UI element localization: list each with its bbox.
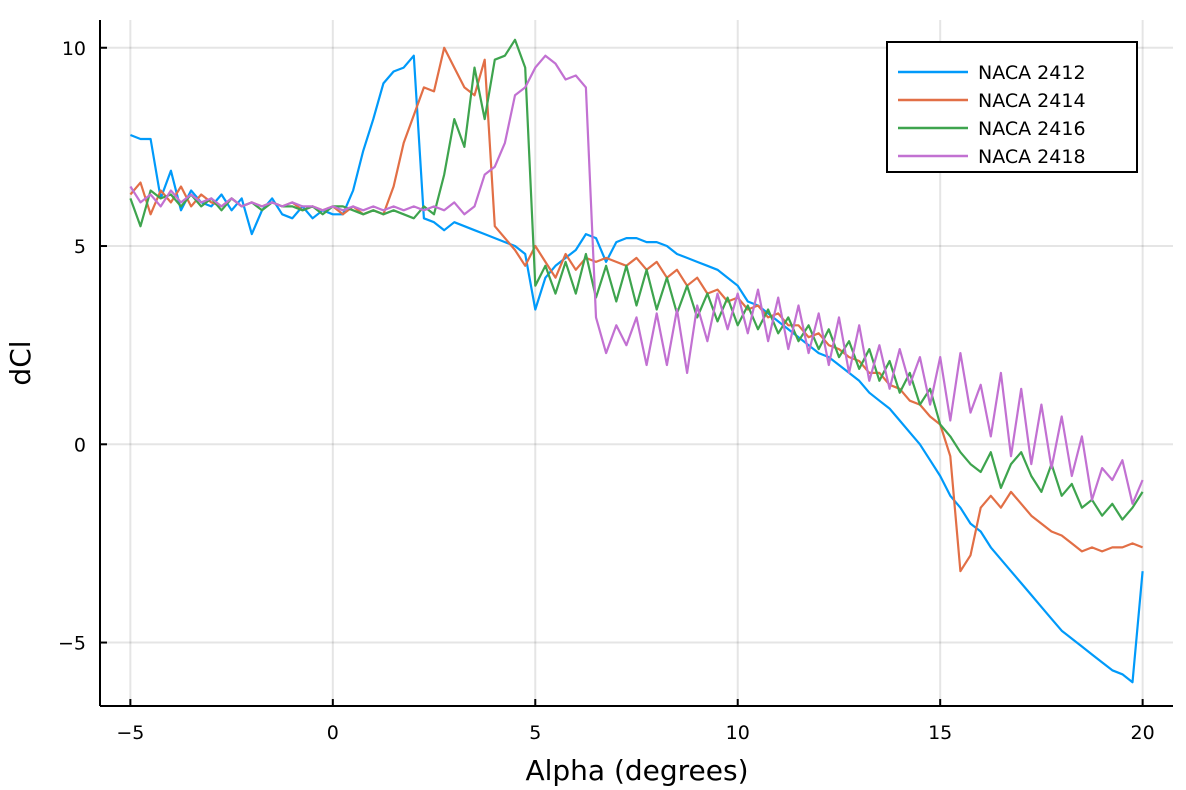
y-tick-label: 0 bbox=[74, 434, 86, 456]
legend-label-naca-2412: NACA 2412 bbox=[978, 62, 1086, 84]
y-tick-label: 5 bbox=[74, 236, 86, 258]
x-axis-label: Alpha (degrees) bbox=[525, 754, 748, 787]
series-line-naca-2412 bbox=[129, 54, 1144, 684]
series-lines bbox=[129, 38, 1144, 684]
y-tick-label: −5 bbox=[58, 633, 86, 655]
ticks: −5 0 5 10 15 20 −5 0 5 10 bbox=[58, 38, 1155, 744]
y-tick-label: 10 bbox=[62, 38, 86, 60]
y-axis-label: dCl bbox=[4, 340, 37, 385]
legend-label-naca-2414: NACA 2414 bbox=[978, 90, 1086, 112]
x-tick-label: −5 bbox=[116, 722, 144, 744]
x-tick-label: 10 bbox=[726, 722, 750, 744]
x-tick-label: 15 bbox=[928, 722, 952, 744]
legend: NACA 2412 NACA 2414 NACA 2416 NACA 2418 bbox=[886, 41, 1138, 173]
series-line-naca-2416 bbox=[129, 38, 1144, 521]
axes bbox=[99, 20, 1173, 707]
legend-label-naca-2416: NACA 2416 bbox=[978, 118, 1086, 140]
legend-label-naca-2418: NACA 2418 bbox=[978, 146, 1086, 168]
series-line-naca-2414 bbox=[129, 46, 1144, 573]
x-tick-label: 0 bbox=[327, 722, 339, 744]
x-tick-label: 20 bbox=[1131, 722, 1155, 744]
x-tick-label: 5 bbox=[529, 722, 541, 744]
series-line-naca-2418 bbox=[129, 54, 1144, 505]
legend-box bbox=[886, 41, 1138, 173]
